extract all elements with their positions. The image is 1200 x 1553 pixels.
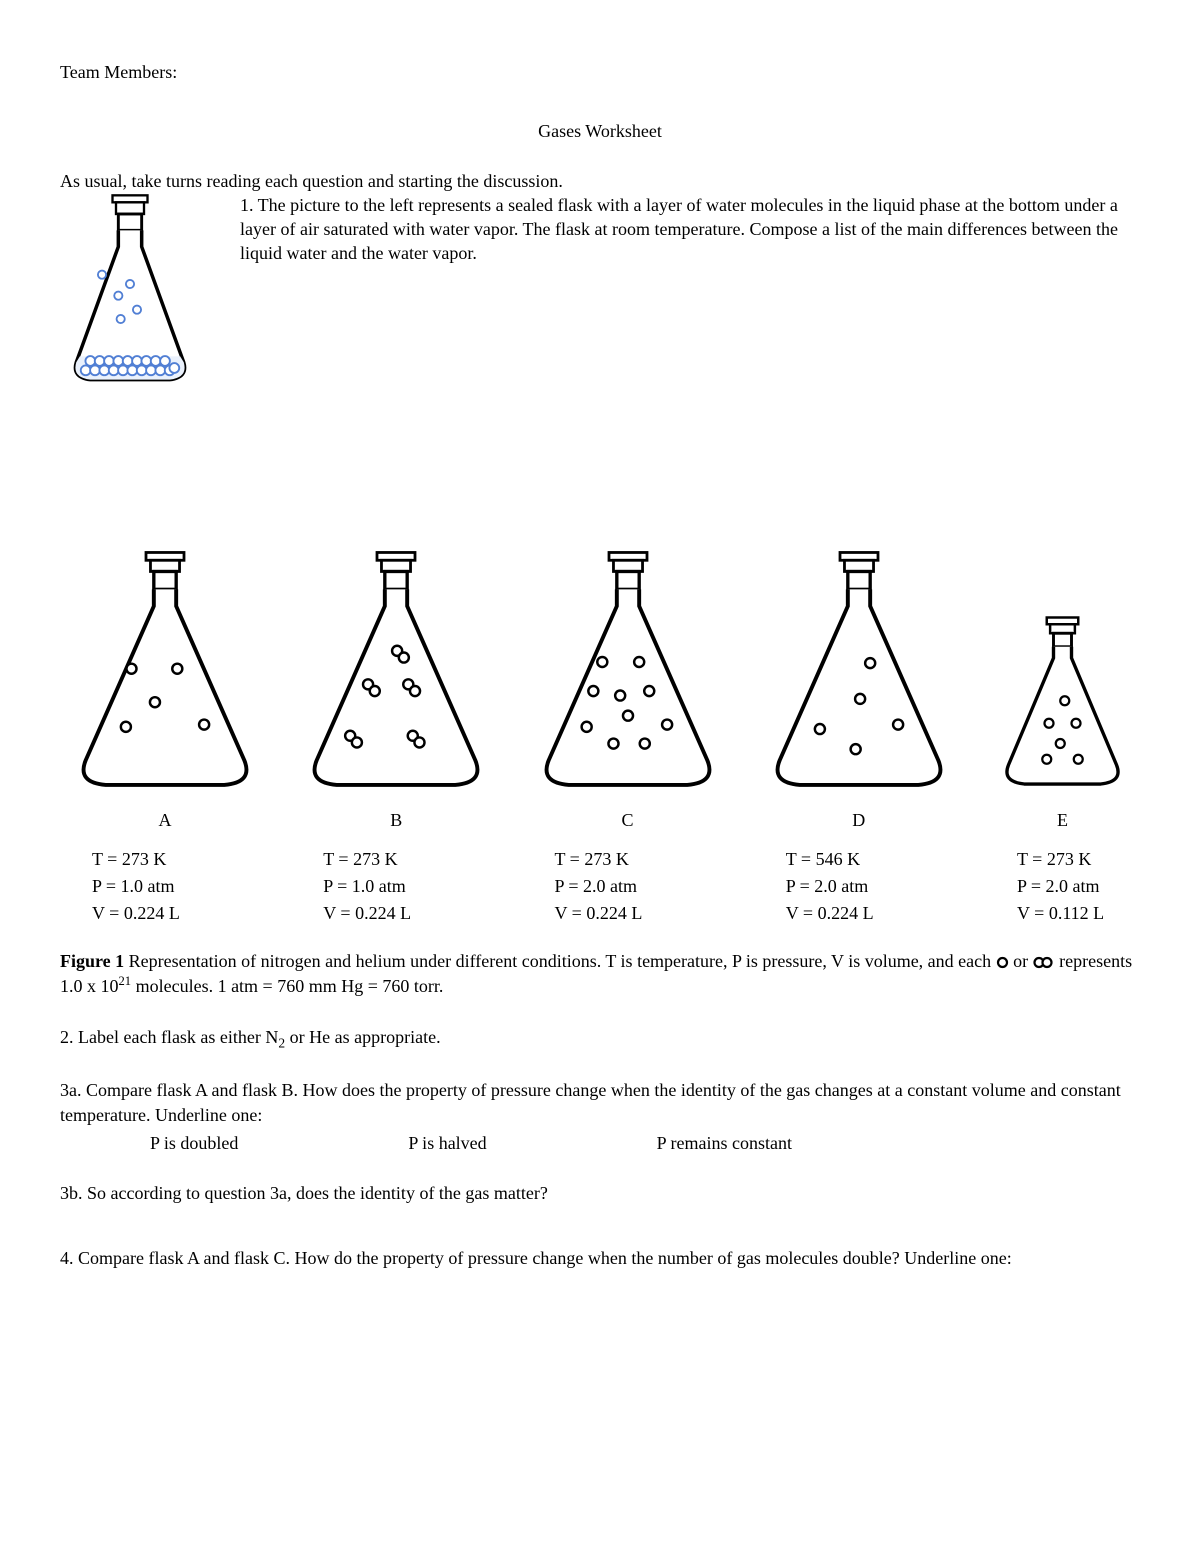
q2: 2. Label each flask as either N2 or He a… — [60, 1025, 1140, 1053]
flask-E-V: V = 0.112 L — [1017, 900, 1130, 927]
flask-A-T: T = 273 K — [92, 846, 260, 873]
flask-D-label: D — [764, 808, 954, 832]
q3a: 3a. Compare flask A and flask B. How doe… — [60, 1078, 1140, 1127]
flask-D-V: V = 0.224 L — [786, 900, 954, 927]
flask-B-label: B — [301, 808, 491, 832]
q4: 4. Compare flask A and flask C. How do t… — [60, 1246, 1140, 1270]
flask-B: B T = 273 K P = 1.0 atm V = 0.224 L — [301, 548, 491, 927]
team-members-line: Team Members: — [60, 60, 1140, 84]
q3a-options: P is doubled P is halved P remains const… — [150, 1131, 1140, 1155]
flask-D-T: T = 546 K — [786, 846, 954, 873]
q3b: 3b. So according to question 3a, does th… — [60, 1181, 1140, 1205]
opt-doubled: P is doubled — [150, 1131, 238, 1155]
flask-A-V: V = 0.224 L — [92, 900, 260, 927]
caption-figure-label: Figure 1 — [60, 951, 124, 971]
flask-C-T: T = 273 K — [555, 846, 723, 873]
flask-A-label: A — [70, 808, 260, 832]
flask-B-T: T = 273 K — [323, 846, 491, 873]
flask-A-P: P = 1.0 atm — [92, 873, 260, 900]
flask-E: E T = 273 K P = 2.0 atm V = 0.112 L — [995, 613, 1130, 927]
q1-text: 1. The picture to the left represents a … — [240, 193, 1140, 266]
flask-C-label: C — [533, 808, 723, 832]
flask-C-P: P = 2.0 atm — [555, 873, 723, 900]
flask-E-T: T = 273 K — [1017, 846, 1130, 873]
flask-B-P: P = 1.0 atm — [323, 873, 491, 900]
flask-E-label: E — [995, 808, 1130, 832]
flask-C-V: V = 0.224 L — [555, 900, 723, 927]
opt-halved: P is halved — [408, 1131, 486, 1155]
page-title: Gases Worksheet — [60, 119, 1140, 143]
flask-row: A T = 273 K P = 1.0 atm V = 0.224 L B T … — [70, 548, 1130, 927]
figure-caption: Figure 1 Representation of nitrogen and … — [60, 949, 1140, 999]
flask-A: A T = 273 K P = 1.0 atm V = 0.224 L — [70, 548, 260, 927]
q1-flask-figure — [60, 193, 210, 398]
intro-text: As usual, take turns reading each questi… — [60, 169, 1140, 193]
flask-D: D T = 546 K P = 2.0 atm V = 0.224 L — [764, 548, 954, 927]
flask-B-V: V = 0.224 L — [323, 900, 491, 927]
opt-constant: P remains constant — [657, 1131, 792, 1155]
flask-C: C T = 273 K P = 2.0 atm V = 0.224 L — [533, 548, 723, 927]
flask-E-P: P = 2.0 atm — [1017, 873, 1130, 900]
flask-D-P: P = 2.0 atm — [786, 873, 954, 900]
